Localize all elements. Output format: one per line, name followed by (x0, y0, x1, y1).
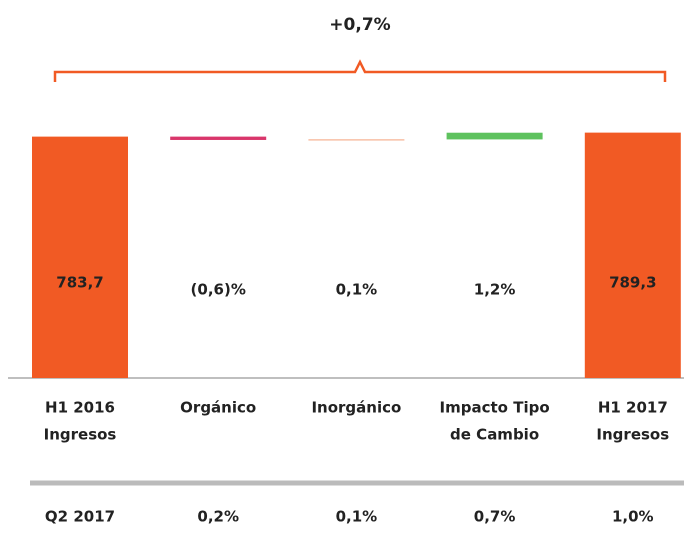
category-label: Impacto Tipo (440, 399, 550, 417)
value-label: 783,7 (56, 274, 103, 292)
change-bar (446, 132, 543, 140)
total-change-label: +0,7% (329, 15, 390, 35)
value-label: 1,2% (474, 281, 516, 299)
comparison-value: 0,2% (197, 508, 239, 526)
category-label: Inorgánico (311, 399, 401, 417)
category-label: Orgánico (180, 399, 256, 417)
comparison-value: 0,1% (336, 508, 378, 526)
category-label: Ingresos (596, 426, 669, 444)
category-label: H1 2016 (45, 399, 115, 417)
value-label: (0,6)% (191, 281, 246, 299)
category-label: de Cambio (450, 426, 539, 444)
bracket (53, 59, 667, 82)
value-label: 0,1% (336, 281, 378, 299)
category-label: H1 2017 (598, 399, 668, 417)
comparison-name: Q2 2017 (45, 508, 115, 526)
comparison-value: 0,7% (474, 508, 516, 526)
change-bar (170, 136, 267, 140)
change-bar (308, 139, 405, 141)
comparison-value: 1,0% (612, 508, 654, 526)
category-label: Ingresos (44, 426, 117, 444)
total-bar (584, 132, 681, 378)
total-bar (32, 136, 128, 378)
value-label: 789,3 (609, 274, 656, 292)
